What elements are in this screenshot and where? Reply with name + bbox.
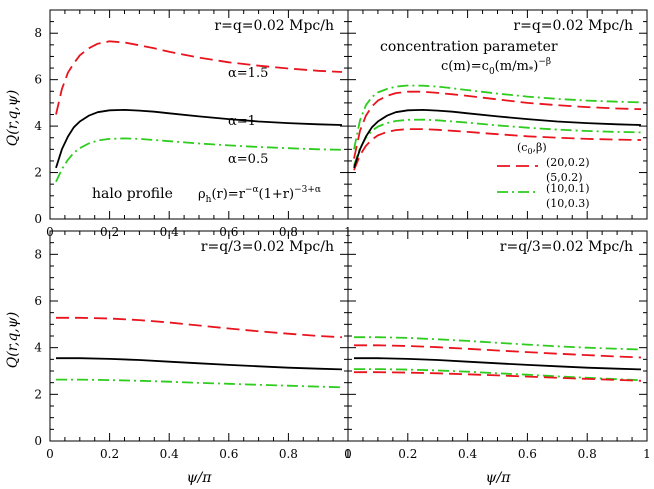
series-line-top-left-1 xyxy=(55,109,343,169)
series-line-top-right-0 xyxy=(353,90,642,159)
alpha-1-label: α=1 xyxy=(228,114,256,129)
halo-profile-label: halo profile xyxy=(92,186,173,202)
series-line-top-right-3 xyxy=(353,118,642,166)
x-tick-label: 0.4 xyxy=(160,447,179,461)
series-line-bottom-right-2 xyxy=(354,357,642,371)
plot-frame xyxy=(49,230,349,442)
x-axis-title-left: ψ/π xyxy=(187,470,213,486)
panel-title: r=q/3=0.02 Mpc/h xyxy=(500,239,633,255)
y-tick-label: 0 xyxy=(34,212,42,226)
alpha-0.5-label: α=0.5 xyxy=(228,152,268,167)
y-axis-title-top: Q(r,q,ψ) xyxy=(5,90,21,146)
y-tick-label: 8 xyxy=(34,26,42,40)
legend-label-1: (5,0.2) xyxy=(546,171,583,184)
panel-title: r=q/3=0.02 Mpc/h xyxy=(201,239,334,255)
x-tick-label: 0.4 xyxy=(458,447,477,461)
alpha-1.5-label: α=1.5 xyxy=(228,66,268,81)
plot-frame xyxy=(347,230,648,442)
x-tick-label: 0.2 xyxy=(100,447,119,461)
x-axis-title-right: ψ/π xyxy=(486,470,512,486)
x-tick-label: 0.6 xyxy=(518,447,537,461)
legend-title: (c0,β) xyxy=(517,141,547,156)
x-tick-label: 0 xyxy=(46,447,54,461)
legend-label-3: (10,0.3) xyxy=(546,197,590,210)
y-tick-label: 8 xyxy=(34,247,42,261)
x-tick-label: 0.8 xyxy=(279,447,298,461)
y-tick-label: 2 xyxy=(34,387,42,401)
x-tick-label: 0 xyxy=(344,447,352,461)
x-tick-label: 0.6 xyxy=(219,447,238,461)
x-tick-label: 0.8 xyxy=(578,447,597,461)
y-tick-label: 4 xyxy=(34,119,42,133)
legend-label-0: (20,0.2) xyxy=(546,156,590,169)
series-line-top-right-2 xyxy=(353,84,642,150)
series-line-top-left-0 xyxy=(55,40,343,115)
x-tick-label: 0.2 xyxy=(398,447,417,461)
series-line-top-left-2 xyxy=(55,137,343,183)
series-line-top-right-1 xyxy=(353,128,642,171)
concentration-parameter-label: concentration parameter xyxy=(380,39,558,55)
x-tick-label: 1 xyxy=(344,447,352,461)
halo-profile-formula: ρh(r)=r−α(1+r)−3+α xyxy=(198,185,321,205)
y-tick-label: 6 xyxy=(34,73,42,87)
panel-title: r=q=0.02 Mpc/h xyxy=(513,18,633,34)
panel-top-right: r=q=0.02 Mpc/h xyxy=(347,9,648,220)
series-line-bottom-right-1 xyxy=(354,344,642,359)
y-axis-title-bottom: Q(r,q,ψ) xyxy=(5,312,21,368)
panel-bottom-right: 0 0.2 0.4 0.6 0.8 1 r=q/3=0.02 Mpc/h xyxy=(344,230,651,461)
y-tick-label: 4 xyxy=(34,341,42,355)
concentration-formula: c(m)=c0(m/m*)−β xyxy=(441,57,551,77)
legend: (20,0.2) (5,0.2)(10,0.1) (10,0.3) xyxy=(497,156,590,210)
series-line-top-right-4 xyxy=(353,109,642,169)
y-tick-label: 0 xyxy=(34,434,42,448)
x-tick-label: 1 xyxy=(643,447,651,461)
series-line-bottom-right-4 xyxy=(354,371,642,382)
panel-title: r=q=0.02 Mpc/h xyxy=(214,18,334,34)
legend-label-2: (10,0.1) xyxy=(546,182,590,195)
series-line-bottom-left-2 xyxy=(56,378,343,389)
series-line-bottom-right-0 xyxy=(354,336,642,351)
series-line-bottom-left-0 xyxy=(56,316,343,339)
y-tick-label: 2 xyxy=(34,166,42,180)
y-tick-label: 6 xyxy=(34,294,42,308)
series-line-bottom-right-3 xyxy=(354,368,642,382)
series-line-bottom-left-1 xyxy=(56,357,343,371)
